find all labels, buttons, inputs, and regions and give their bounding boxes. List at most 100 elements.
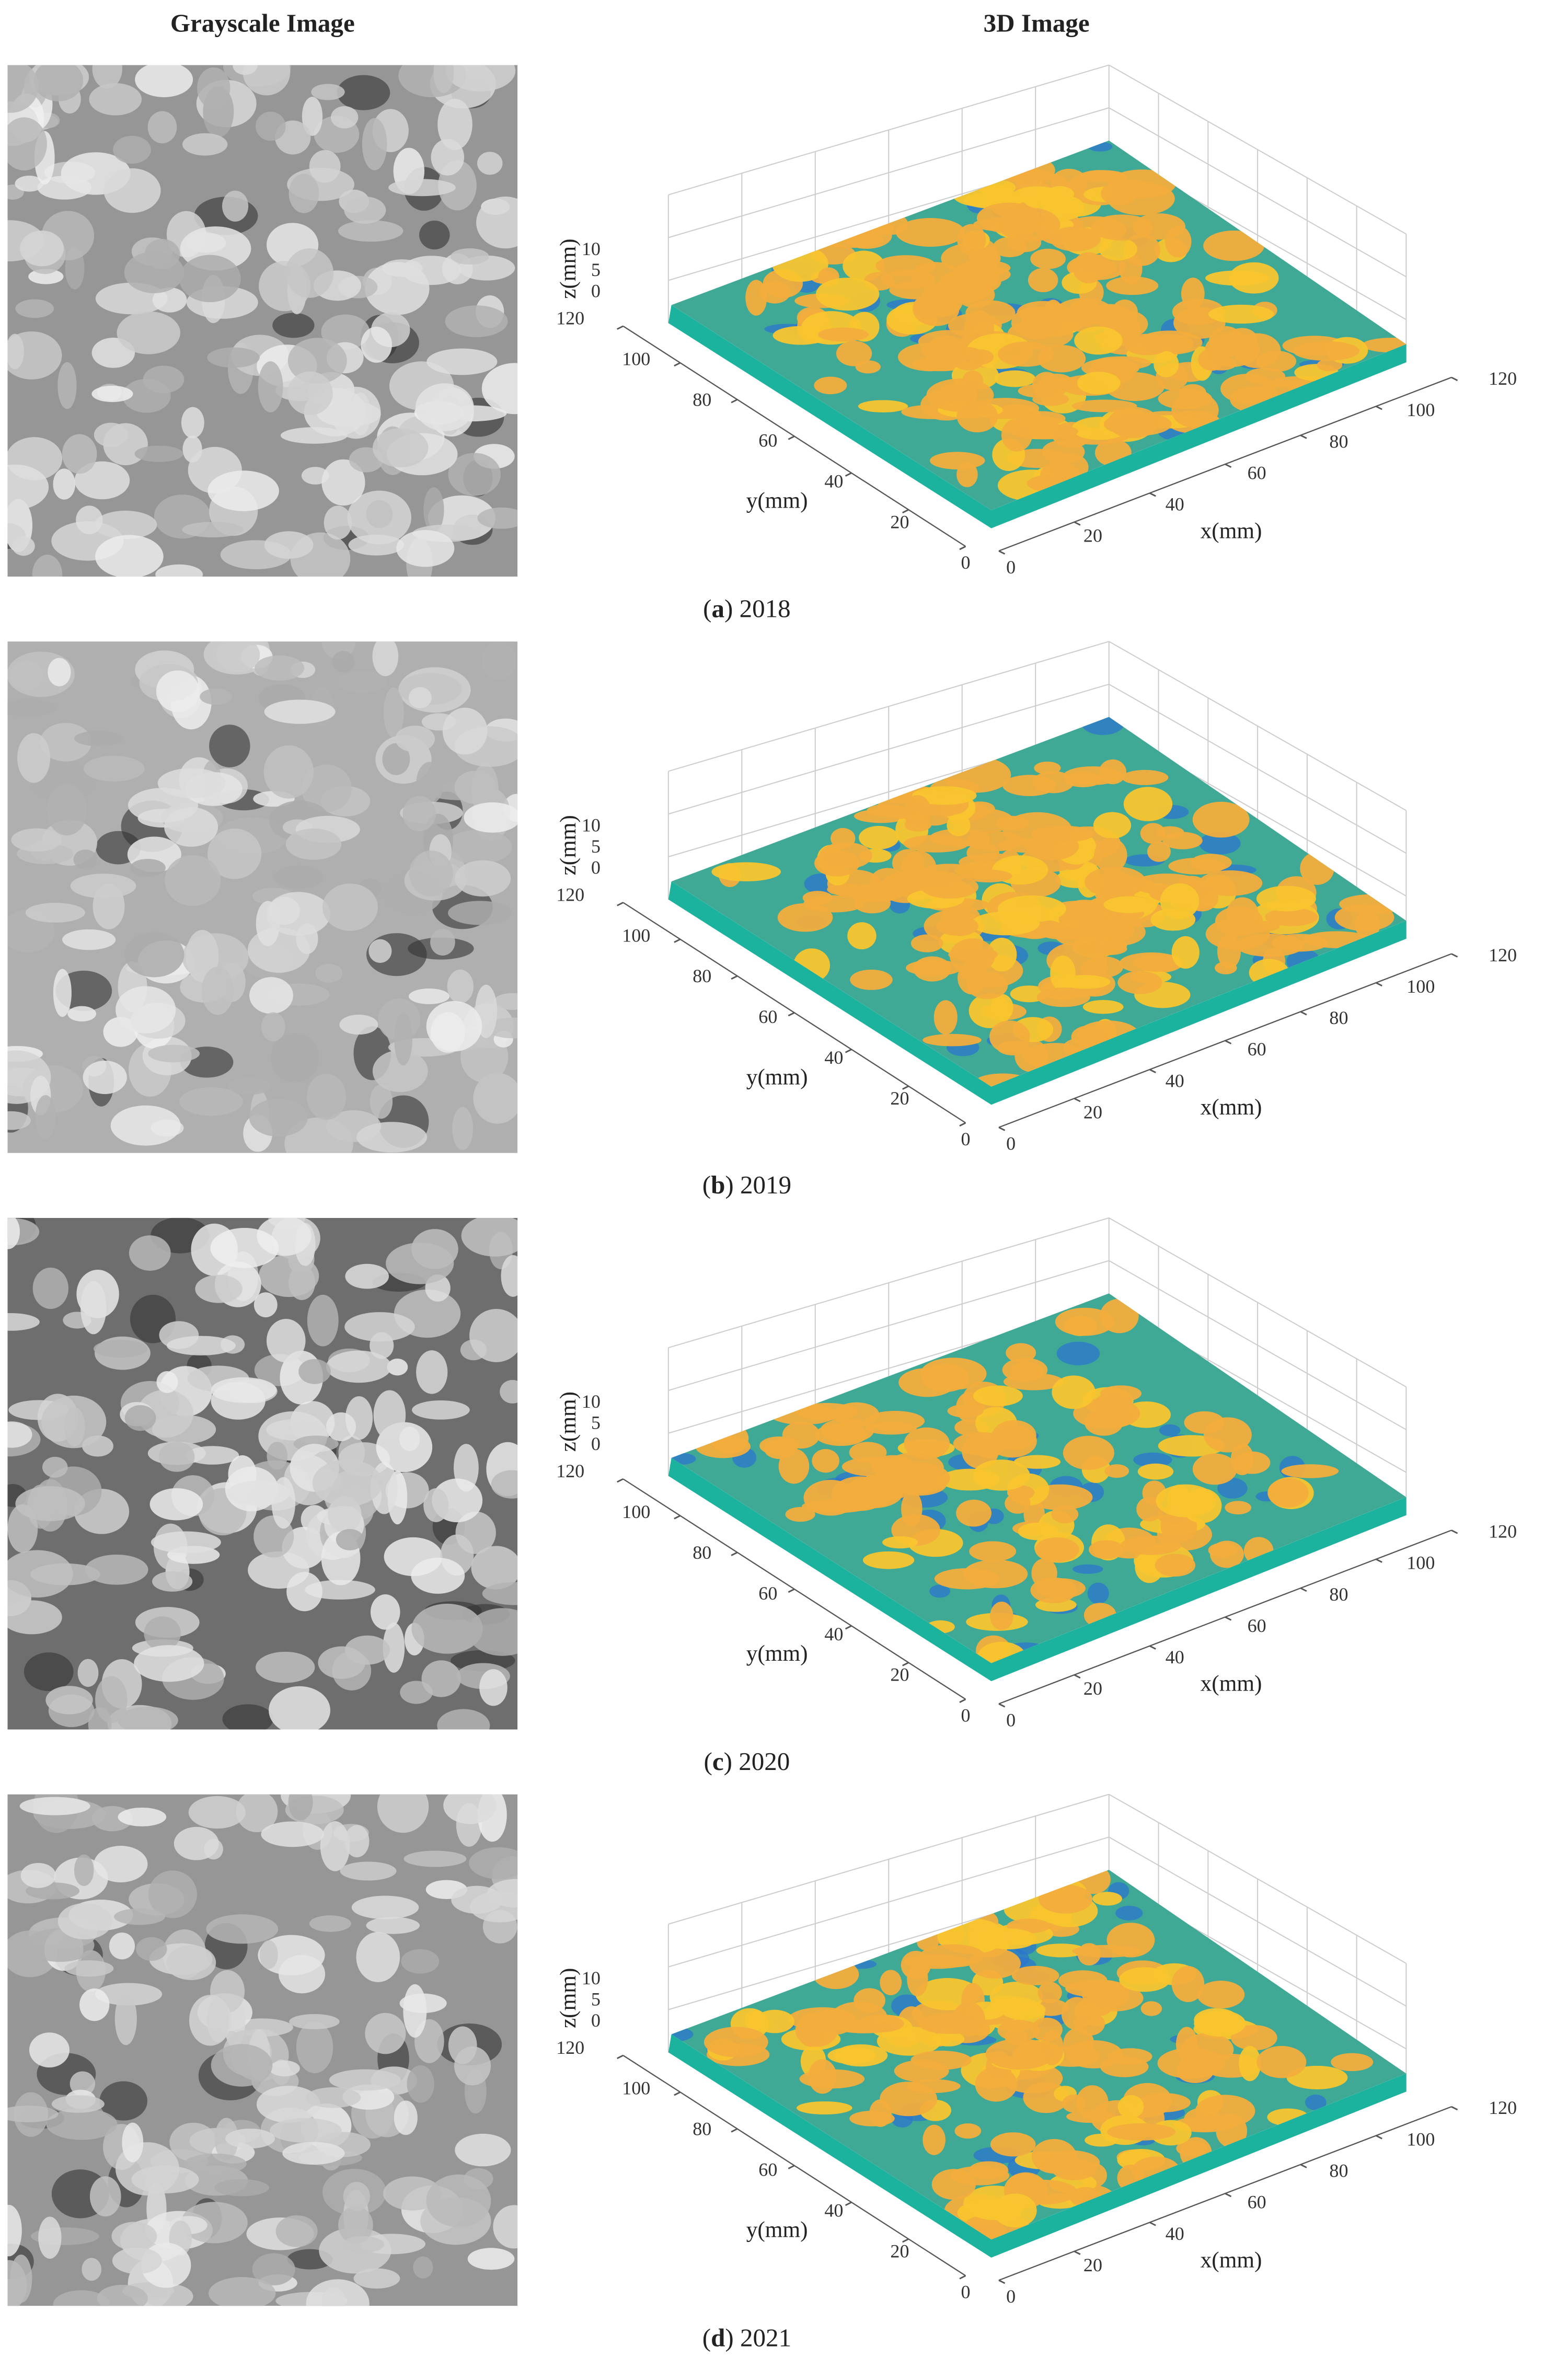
aggregate bbox=[931, 2169, 976, 2200]
tick-mark bbox=[731, 399, 738, 404]
tick-mark bbox=[1225, 1040, 1232, 1044]
grain bbox=[343, 2182, 370, 2211]
grain bbox=[134, 445, 183, 462]
grain bbox=[279, 1954, 326, 1994]
grain bbox=[464, 802, 518, 833]
grain bbox=[426, 1001, 482, 1052]
grain bbox=[264, 531, 314, 559]
grain bbox=[188, 1796, 246, 1829]
surface bbox=[671, 717, 1406, 1087]
z-tick-label: 10 bbox=[582, 1391, 601, 1412]
grain bbox=[365, 2013, 406, 2054]
grain bbox=[47, 784, 87, 836]
grain bbox=[344, 1635, 390, 1665]
tick-mark bbox=[1149, 2222, 1156, 2226]
grain bbox=[113, 135, 151, 164]
aggregate bbox=[857, 2015, 904, 2032]
grain bbox=[20, 231, 64, 267]
grain bbox=[156, 670, 200, 712]
grain bbox=[426, 348, 498, 375]
grain bbox=[309, 1915, 351, 1932]
pit bbox=[1056, 1341, 1100, 1365]
x-tick-label: 40 bbox=[1166, 1647, 1184, 1668]
x-tick-label: 20 bbox=[1083, 1678, 1102, 1699]
grain bbox=[7, 2106, 59, 2122]
aggregate bbox=[1239, 2045, 1261, 2082]
aggregate bbox=[1060, 975, 1111, 989]
grain bbox=[402, 796, 436, 832]
aggregate bbox=[1171, 936, 1200, 969]
grain bbox=[214, 2179, 269, 2197]
grain bbox=[332, 651, 355, 673]
grain bbox=[336, 1528, 364, 1550]
grain bbox=[74, 1854, 94, 1886]
tick-mark bbox=[617, 325, 624, 330]
grain bbox=[7, 1550, 73, 1598]
grain bbox=[15, 175, 44, 192]
aggregate bbox=[1037, 1982, 1062, 2004]
grain bbox=[431, 139, 465, 176]
grain bbox=[181, 407, 204, 439]
grain bbox=[88, 1707, 112, 1730]
y-tick-label: 100 bbox=[622, 925, 650, 946]
tick-mark bbox=[1149, 1068, 1156, 1074]
panel: 0204060801001200204060801001200510z(mm)y… bbox=[7, 1793, 1517, 2352]
aggregate bbox=[1094, 837, 1127, 873]
aggregate bbox=[1048, 453, 1089, 482]
grain bbox=[306, 2279, 370, 2306]
tick-mark bbox=[1074, 1674, 1081, 1679]
tick-mark bbox=[998, 1126, 1006, 1131]
tick-mark bbox=[1376, 2135, 1382, 2140]
tick-mark bbox=[674, 1515, 681, 1520]
grain bbox=[48, 658, 71, 686]
grain bbox=[152, 1571, 193, 1592]
tick-mark bbox=[998, 550, 1006, 555]
grain bbox=[361, 326, 393, 363]
tick-mark bbox=[788, 1588, 795, 1593]
aggregate bbox=[1205, 332, 1260, 367]
panel: 0204060801001200204060801001200510z(mm)y… bbox=[7, 64, 1517, 623]
x-tick-label: 80 bbox=[1329, 2160, 1348, 2181]
x-tick-label: 120 bbox=[1489, 1521, 1517, 1542]
aggregate bbox=[956, 400, 998, 433]
grain bbox=[338, 2206, 373, 2244]
grain bbox=[285, 828, 342, 860]
aggregate bbox=[1055, 1307, 1115, 1336]
y-axis-label: y(mm) bbox=[746, 1641, 808, 1666]
x-tick-label: 60 bbox=[1248, 1039, 1266, 1060]
grain bbox=[482, 1582, 518, 1605]
grain bbox=[261, 1821, 324, 1847]
aggregate bbox=[880, 1970, 902, 1995]
grain bbox=[372, 1050, 428, 1093]
grain bbox=[368, 939, 392, 963]
aggregate bbox=[895, 218, 965, 247]
aggregate bbox=[929, 452, 985, 470]
box-line bbox=[1109, 684, 1406, 854]
tick-mark bbox=[845, 2201, 852, 2206]
grain bbox=[249, 1098, 308, 1137]
tick-mark bbox=[959, 546, 966, 550]
pit bbox=[671, 2026, 694, 2042]
aggregate bbox=[1209, 1540, 1244, 1568]
grain bbox=[25, 903, 85, 923]
aggregate bbox=[1267, 1478, 1309, 1508]
header-right: 3D Image bbox=[984, 9, 1090, 38]
tick-mark bbox=[788, 2165, 795, 2169]
grain bbox=[401, 256, 462, 285]
aggregate bbox=[1088, 938, 1127, 952]
tick-mark bbox=[902, 1662, 909, 1666]
shadow bbox=[99, 2081, 147, 2121]
z-tick-label: 10 bbox=[582, 1968, 601, 1988]
grain bbox=[236, 1794, 278, 1832]
tick-mark bbox=[674, 938, 681, 943]
y-tick-label: 100 bbox=[622, 2078, 650, 2099]
pit bbox=[1159, 1424, 1181, 1436]
aggregate bbox=[785, 1507, 815, 1522]
grain bbox=[41, 1395, 107, 1448]
aggregate bbox=[1331, 2053, 1374, 2072]
grain bbox=[324, 505, 352, 540]
grain bbox=[95, 535, 164, 577]
aggregate bbox=[880, 2082, 938, 2117]
caption-part: ( bbox=[702, 2324, 711, 2352]
